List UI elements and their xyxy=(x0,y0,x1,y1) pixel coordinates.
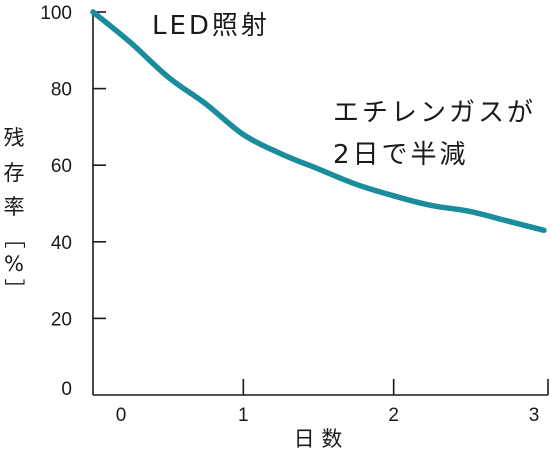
y-axis-title: 残存率 ［% ］ xyxy=(2,126,26,300)
x-tick-label: 1 xyxy=(238,405,249,426)
y-tick-label: 0 xyxy=(61,379,72,400)
y-tick-label: 60 xyxy=(51,156,72,177)
y-axis-title-char: 存 xyxy=(4,161,25,185)
annotation-ethylene-line1: エチレンガスが xyxy=(333,98,536,128)
y-axis-title-char: 率 xyxy=(4,195,25,219)
y-axis-title-char: ［ xyxy=(2,228,26,249)
annotation-ethylene-line2: 2日で半減 xyxy=(333,140,469,170)
series-line xyxy=(90,9,547,234)
x-tick-label: 3 xyxy=(529,405,540,426)
y-tick-label: 40 xyxy=(51,233,72,254)
y-tick-label: 20 xyxy=(51,309,72,330)
y-tick-label: 100 xyxy=(40,3,72,24)
x-tick-label: 2 xyxy=(388,405,399,426)
y-axis-title-char: ］ xyxy=(2,279,26,300)
x-tick-label: 0 xyxy=(116,405,127,426)
x-ticks: 0 1 2 3 xyxy=(116,379,549,426)
y-ticks: 0 20 40 60 80 100 xyxy=(40,3,106,400)
y-tick-label: 80 xyxy=(51,80,72,101)
annotation-led: LED照射 xyxy=(152,11,270,41)
y-axis-title-char: % xyxy=(4,252,24,276)
y-axis-title-char: 残 xyxy=(4,126,25,150)
x-axis-title: 日 数 xyxy=(294,427,343,451)
